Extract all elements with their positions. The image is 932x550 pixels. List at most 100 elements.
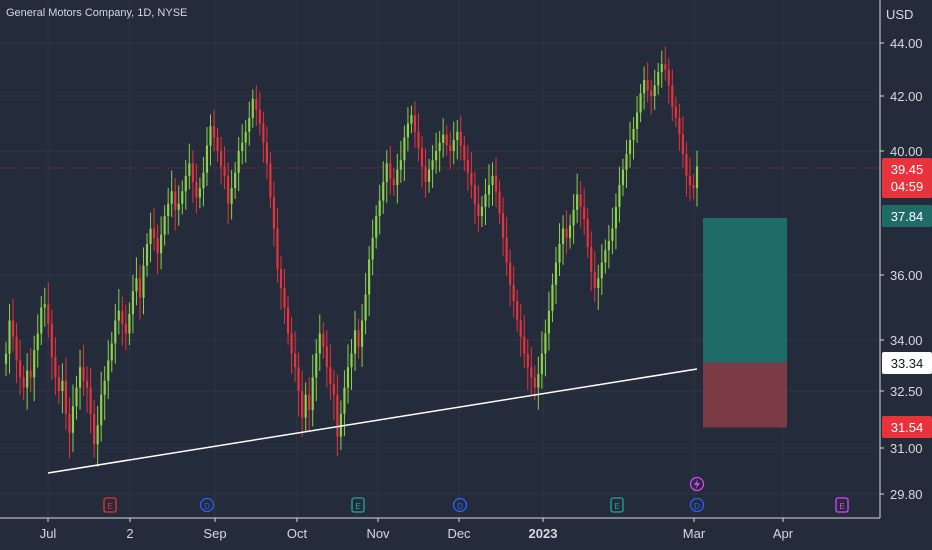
candle[interactable] [318, 314, 321, 371]
candle[interactable] [93, 400, 96, 458]
candle[interactable] [163, 205, 166, 246]
dividend-marker[interactable]: D [452, 497, 468, 513]
candle[interactable] [315, 339, 318, 402]
candle[interactable] [438, 130, 441, 172]
candle[interactable] [61, 363, 64, 414]
candle[interactable] [442, 118, 445, 158]
candle[interactable] [265, 126, 268, 180]
candle[interactable] [413, 101, 417, 148]
candle[interactable] [498, 180, 501, 224]
candle[interactable] [614, 193, 618, 250]
candle[interactable] [671, 69, 674, 122]
candle[interactable] [688, 157, 692, 201]
candle[interactable] [4, 341, 8, 376]
candle[interactable] [491, 162, 494, 206]
candle[interactable] [22, 365, 25, 401]
candle[interactable] [611, 207, 614, 255]
candle[interactable] [184, 159, 187, 210]
candle[interactable] [526, 339, 529, 390]
candle[interactable] [258, 91, 261, 136]
candle[interactable] [350, 339, 353, 390]
candle[interactable] [558, 223, 561, 276]
candle[interactable] [117, 288, 120, 335]
candle[interactable] [290, 316, 293, 374]
candle[interactable] [480, 195, 484, 227]
candle[interactable] [516, 289, 519, 332]
candle[interactable] [590, 231, 593, 291]
candle[interactable] [593, 251, 596, 302]
candle[interactable] [579, 181, 582, 228]
candle[interactable] [657, 62, 660, 95]
candle[interactable] [156, 224, 159, 275]
candle[interactable] [473, 171, 476, 225]
candle[interactable] [417, 113, 420, 162]
candle[interactable] [128, 302, 131, 346]
candle[interactable] [463, 135, 466, 172]
candle[interactable] [145, 233, 149, 277]
candle[interactable] [329, 344, 332, 400]
candle[interactable] [198, 177, 201, 209]
candle[interactable] [424, 148, 427, 198]
candle[interactable] [286, 296, 290, 346]
candle[interactable] [420, 136, 424, 188]
earnings-marker[interactable]: E [103, 497, 117, 513]
candle[interactable] [188, 143, 191, 190]
candle[interactable] [8, 303, 11, 374]
candle[interactable] [234, 161, 237, 200]
candle[interactable] [406, 107, 410, 152]
candle[interactable] [449, 131, 452, 170]
candle[interactable] [660, 50, 663, 88]
candle[interactable] [68, 397, 71, 459]
trend-line[interactable] [47, 368, 698, 474]
candle[interactable] [297, 352, 300, 417]
candle[interactable] [561, 215, 565, 265]
candle[interactable] [219, 136, 223, 185]
candle[interactable] [477, 185, 480, 232]
candle[interactable] [301, 370, 304, 437]
candle[interactable] [635, 96, 639, 144]
candle[interactable] [604, 239, 607, 274]
candle[interactable] [103, 366, 106, 421]
candle[interactable] [396, 153, 399, 204]
candle[interactable] [82, 344, 85, 396]
candle[interactable] [628, 121, 632, 168]
candle[interactable] [403, 125, 406, 182]
candle[interactable] [466, 145, 469, 191]
candle[interactable] [427, 158, 431, 193]
candle[interactable] [96, 405, 99, 467]
candle[interactable] [227, 162, 230, 225]
dividend-marker[interactable]: D [689, 497, 705, 513]
candle[interactable] [100, 371, 103, 442]
candle[interactable] [209, 114, 212, 166]
candle[interactable] [371, 219, 374, 276]
candle[interactable] [452, 121, 455, 165]
candle[interactable] [568, 214, 572, 249]
candle[interactable] [110, 331, 113, 373]
candle[interactable] [639, 84, 642, 123]
candle[interactable] [576, 173, 579, 224]
candle[interactable] [618, 166, 621, 223]
candle[interactable] [368, 246, 371, 317]
candle[interactable] [177, 185, 180, 226]
candle[interactable] [64, 358, 68, 431]
candle[interactable] [36, 314, 39, 368]
candle[interactable] [212, 110, 216, 152]
candle[interactable] [50, 309, 53, 380]
candle[interactable] [89, 367, 92, 434]
candle[interactable] [262, 111, 265, 163]
candle[interactable] [664, 46, 667, 81]
candle[interactable] [293, 331, 297, 382]
candle[interactable] [540, 331, 543, 389]
candle[interactable] [269, 152, 272, 209]
candle[interactable] [251, 89, 254, 128]
candle[interactable] [216, 127, 219, 162]
candle[interactable] [410, 105, 413, 134]
candle[interactable] [674, 97, 677, 128]
candle[interactable] [537, 356, 540, 410]
candle[interactable] [625, 139, 628, 188]
candle[interactable] [54, 337, 57, 396]
candle[interactable] [308, 377, 311, 433]
candle[interactable] [385, 150, 388, 203]
